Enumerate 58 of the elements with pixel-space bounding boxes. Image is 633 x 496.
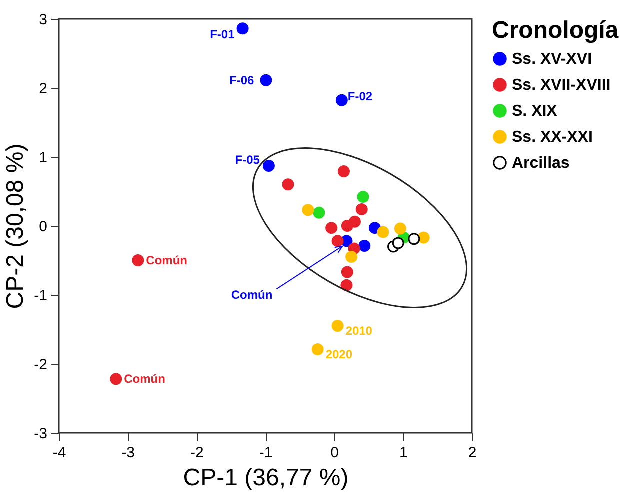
point (341, 220, 354, 232)
point (394, 222, 406, 235)
y-tick-label: 0 (39, 218, 48, 236)
annotation: F-05 (235, 152, 260, 167)
point (408, 233, 420, 246)
y-tick-label: 2 (39, 80, 48, 98)
annotation: Común (146, 254, 188, 268)
point (392, 237, 404, 250)
x-tick-label: 2 (468, 444, 477, 462)
x-tick-label: -3 (122, 444, 136, 462)
point (326, 222, 338, 234)
x-tick-label: -1 (259, 444, 273, 462)
point (340, 279, 353, 292)
point (346, 251, 358, 264)
legend-label: S. XIX (512, 103, 558, 120)
point (341, 266, 354, 278)
annotation: F-02 (348, 89, 373, 104)
point (110, 373, 122, 386)
y-tick-label: -1 (34, 288, 48, 304)
y-tick-label: -2 (34, 356, 48, 374)
point (418, 232, 430, 244)
y-tick-label: -3 (34, 426, 48, 442)
x-tick-label: -4 (52, 444, 66, 462)
point (236, 22, 249, 35)
legend-label: Ss. XX-XXI (512, 129, 593, 146)
x-tick-label: 0 (330, 444, 340, 462)
annotation: 2020 (326, 348, 353, 362)
x-axis-title: CP-1 (36,77 %) (183, 464, 349, 492)
point (338, 166, 350, 178)
y-tick-label: 1 (39, 150, 48, 166)
annotation: Común (124, 372, 166, 386)
annotation: Común (231, 288, 273, 302)
point (262, 160, 275, 172)
point (313, 206, 326, 219)
point (368, 222, 381, 234)
annotation: F-06 (230, 73, 254, 88)
point (336, 94, 348, 106)
point (356, 203, 368, 216)
point (332, 320, 344, 332)
annotation: F-01 (210, 28, 236, 42)
point (260, 74, 272, 86)
legend-label: Ss. XVII-XVIII (512, 77, 611, 94)
point (357, 191, 370, 204)
legend-label: Ss. XV-XVI (512, 51, 592, 68)
point (377, 226, 390, 238)
point (332, 235, 344, 248)
point (132, 254, 144, 266)
y-axis-title: CP-2 (30,08 %) (2, 144, 30, 310)
point (302, 204, 314, 216)
y-tick-label: 3 (39, 12, 48, 28)
x-tick-label: -2 (190, 444, 204, 462)
legend-label: Arcillas (512, 155, 570, 172)
legend-title: Cronología (492, 17, 620, 44)
point (282, 178, 294, 191)
x-tick-label: 1 (399, 444, 408, 462)
point (312, 344, 324, 356)
point (358, 240, 371, 252)
annotation: 2010 (346, 324, 373, 338)
